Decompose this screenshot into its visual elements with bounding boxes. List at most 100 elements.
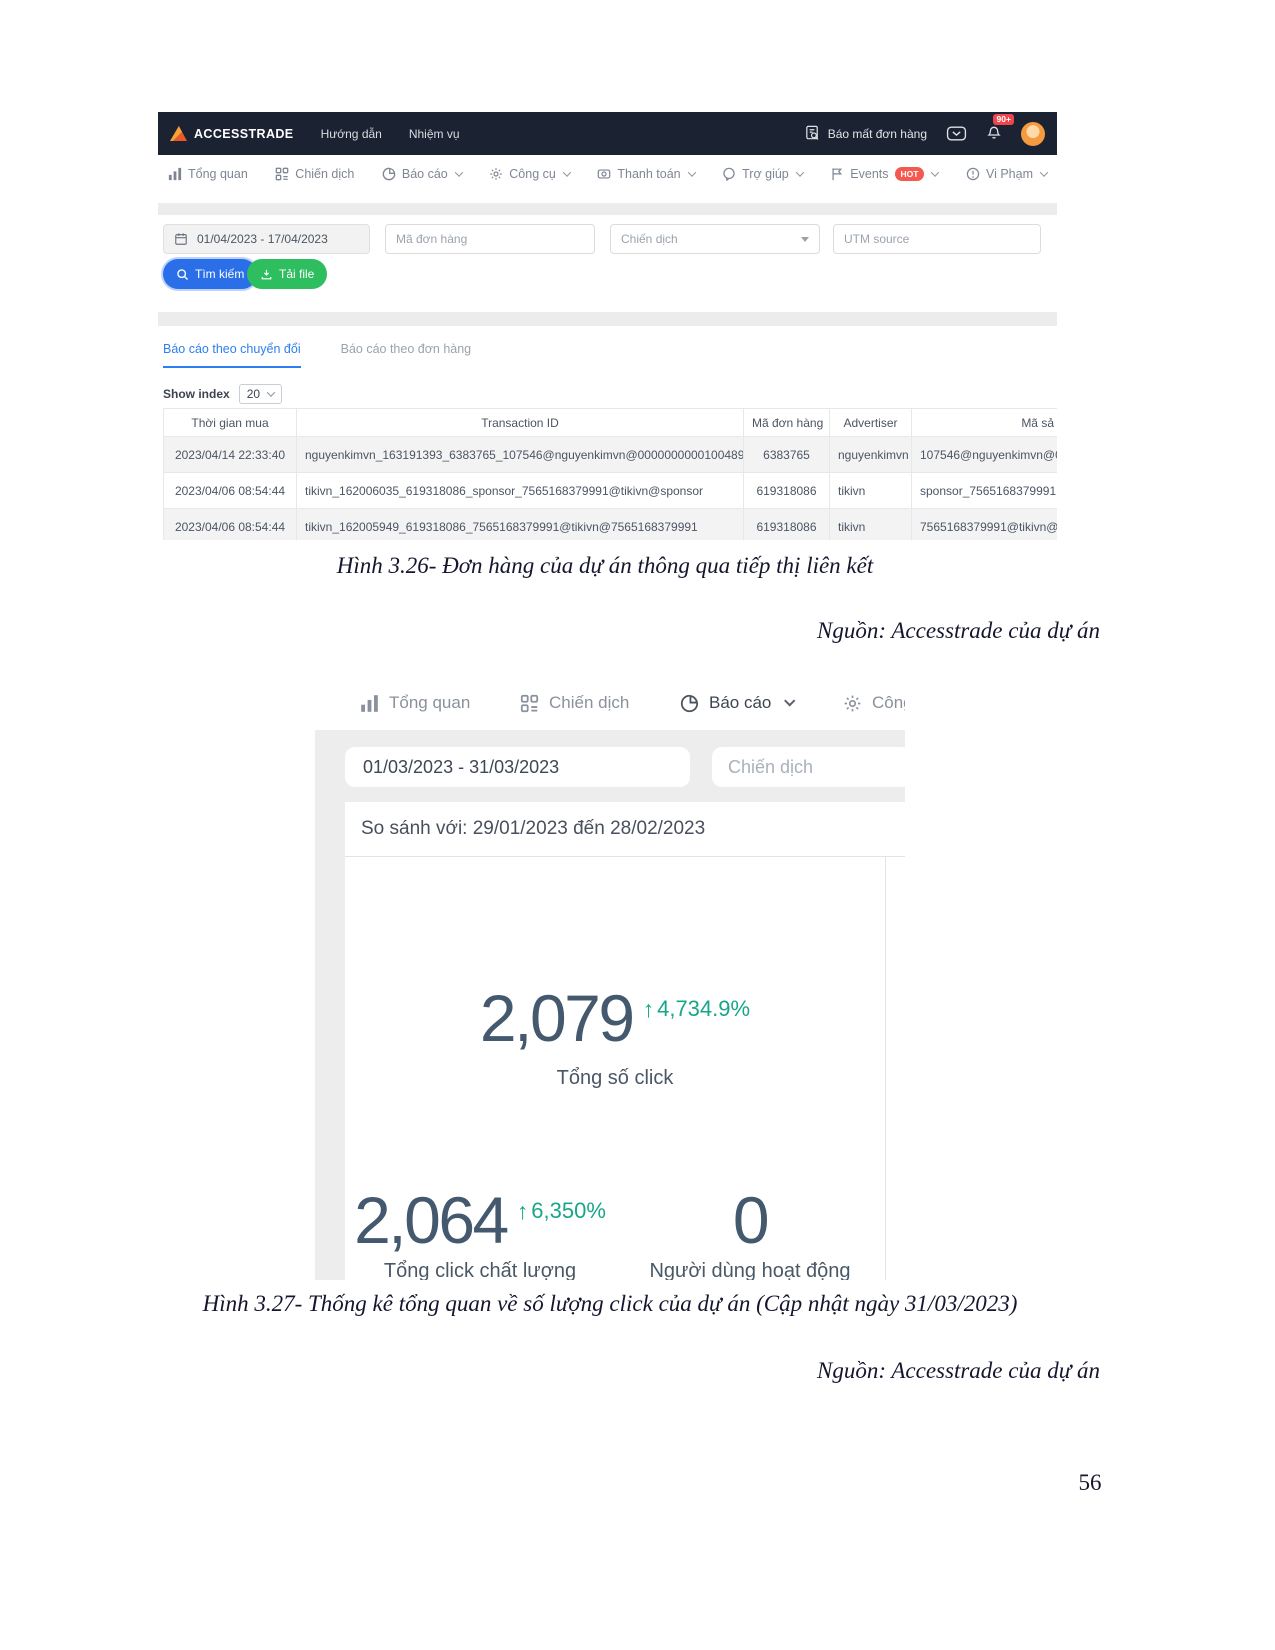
menu-label: Chiến dịch [295,167,355,181]
show-index-select[interactable]: 20 [238,384,283,404]
chevron-down-icon [562,168,572,177]
bar-chart-icon [360,694,379,713]
figure1-caption: Hình 3.26- Đơn hàng của dự án thông qua … [336,553,874,578]
hot-badge: HOT [894,167,925,181]
col-header-time: Thời gian mua [163,408,297,437]
col-header-transaction-id: Transaction ID [296,408,744,437]
col-header-advertiser: Advertiser [829,408,912,437]
main-menu: Tổng quan Chiến dịch Báo cáo Công [315,683,905,723]
flag-icon [830,167,844,181]
quality-clicks-delta: ↑ 6,350% [516,1197,606,1224]
menu-item-tro-giup[interactable]: Trợ giúp [722,167,805,181]
search-button[interactable]: Tìm kiếm [163,259,258,289]
table-header-row: Thời gian mua Transaction ID Mã đơn hàng… [163,408,1057,437]
nav-link-tasks[interactable]: Nhiệm vụ [408,126,460,141]
gear-icon [489,167,503,181]
envelope-icon[interactable] [946,125,967,142]
cell-transaction-id: nguyenkimvn_163191393_6383765_107546@ngu… [296,436,744,473]
left-gutter [315,802,345,1280]
notifications-button[interactable]: 90+ [986,113,1015,145]
page-number: 56 [1078,1470,1102,1495]
brand-triangle-icon [170,126,187,141]
accesstrade-orders-screenshot: ACCESSTRADE Hướng dẫn Nhiệm vụ Báo mất đ… [158,112,1057,540]
menu-item-tong-quan[interactable]: Tổng quan [360,683,470,723]
wallet-icon [597,167,611,181]
stat-total-clicks: 2,079 ↑ 4,734.9% Tổng số click [345,983,885,1090]
avatar[interactable] [1021,121,1045,146]
menu-label: Tổng quan [389,693,471,712]
divider-bar [158,312,1057,326]
cell-advertiser: tikivn [829,508,912,540]
card-right-border [885,857,886,1280]
total-clicks-delta: ↑ 4,734.9% [642,995,751,1022]
campaign-select[interactable]: Chiến dịch [712,747,905,787]
tab-order-report[interactable]: Báo cáo theo đơn hàng [340,342,472,356]
divider-bar [158,203,1057,215]
menu-label: Trợ giúp [742,167,789,181]
cell-time: 2023/04/06 08:54:44 [163,472,297,509]
stat-row: 2,064 ↑ 6,350% Tổng click chất lượng 0 N… [345,1185,885,1280]
grid-icon [520,694,539,713]
cell-product-code: 7565168379991@tikivn@ [911,508,1057,540]
calendar-icon [174,232,188,246]
menu-label: Vi Phạm [985,167,1033,181]
cell-order-code: 619318086 [743,472,830,509]
stat-active-users: 0 Người dùng hoạt động [615,1185,885,1280]
notification-badge: 90+ [993,113,1015,125]
stat-quality-clicks: 2,064 ↑ 6,350% Tổng click chất lượng [345,1185,615,1280]
pie-chart-icon [382,167,396,181]
nav-link-guide[interactable]: Hướng dẫn [320,126,382,141]
main-menu: Tổng quan Chiến dịch Báo cáo Công cụ Tha… [158,155,1057,193]
menu-label: Công [872,693,905,712]
conversions-table: Thời gian mua Transaction ID Mã đơn hàng… [163,408,1057,540]
chat-bubble-icon [722,167,736,181]
download-file-button[interactable]: Tải file [247,259,328,289]
bar-chart-icon [168,167,182,181]
show-index-value: 20 [246,387,261,401]
download-icon [260,268,273,281]
active-users-label: Người dùng hoạt động [649,1260,851,1280]
cell-product-code: 107546@nguyenkimvn@0 [911,436,1057,473]
accesstrade-logo[interactable]: ACCESSTRADE [170,126,294,141]
date-range-picker[interactable]: 01/04/2023 - 17/04/2023 [163,224,370,254]
menu-item-cong-cu[interactable]: Công [843,683,905,723]
tab-conversion-report[interactable]: Báo cáo theo chuyển đổi [163,342,301,368]
menu-item-bao-cao[interactable]: Báo cáo [680,683,796,723]
compare-period-text: So sánh với: 29/01/2023 đến 28/02/2023 [345,802,905,857]
search-icon [176,268,189,281]
menu-item-chien-dich[interactable]: Chiến dịch [275,167,354,181]
cell-advertiser: tikivn [829,472,912,509]
cell-advertiser: nguyenkimvn [829,436,912,473]
menu-item-chien-dich[interactable]: Chiến dịch [520,683,629,723]
figure2-caption: Hình 3.27- Thống kê tổng quan về số lượn… [202,1291,1018,1316]
chevron-down-icon [454,168,464,177]
date-range-picker[interactable]: 01/03/2023 - 31/03/2023 [345,747,690,787]
chevron-down-icon [784,695,796,707]
order-code-input[interactable] [385,224,595,254]
top-navbar: ACCESSTRADE Hướng dẫn Nhiệm vụ Báo mất đ… [158,112,1057,155]
accesstrade-clicks-overview-screenshot: Tổng quan Chiến dịch Báo cáo Công 01/03/… [315,675,905,1280]
menu-item-tong-quan[interactable]: Tổng quan [168,167,248,181]
menu-item-cong-cu[interactable]: Công cụ [489,167,572,181]
up-arrow-icon: ↑ [516,1197,529,1224]
chevron-down-icon [1039,168,1049,177]
col-header-order-code: Mã đơn hàng [743,408,830,437]
menu-item-bao-cao[interactable]: Báo cáo [382,167,464,181]
dropdown-arrow-icon [801,236,809,242]
menu-label: Chiến dịch [549,693,630,712]
grid-icon [275,167,289,181]
menu-item-vi-pham[interactable]: Vi Phạm [966,167,1049,181]
quality-clicks-value: 2,064 [354,1183,509,1257]
menu-label: Báo cáo [401,167,448,181]
search-button-label: Tìm kiếm [195,267,245,281]
quality-clicks-label: Tổng click chất lượng [383,1260,577,1280]
report-tabs: Báo cáo theo chuyển đổi Báo cáo theo đơn… [163,342,471,368]
report-lost-orders-button[interactable]: Báo mất đơn hàng [804,125,927,142]
menu-item-events[interactable]: Events HOT [830,167,940,181]
utm-source-input[interactable] [833,224,1041,254]
campaign-select[interactable]: Chiến dịch [610,224,820,254]
menu-item-thanh-toan[interactable]: Thanh toán [597,167,696,181]
up-arrow-icon: ↑ [642,995,655,1022]
menu-label: Tổng quan [188,167,248,181]
chevron-down-icon [266,388,276,397]
